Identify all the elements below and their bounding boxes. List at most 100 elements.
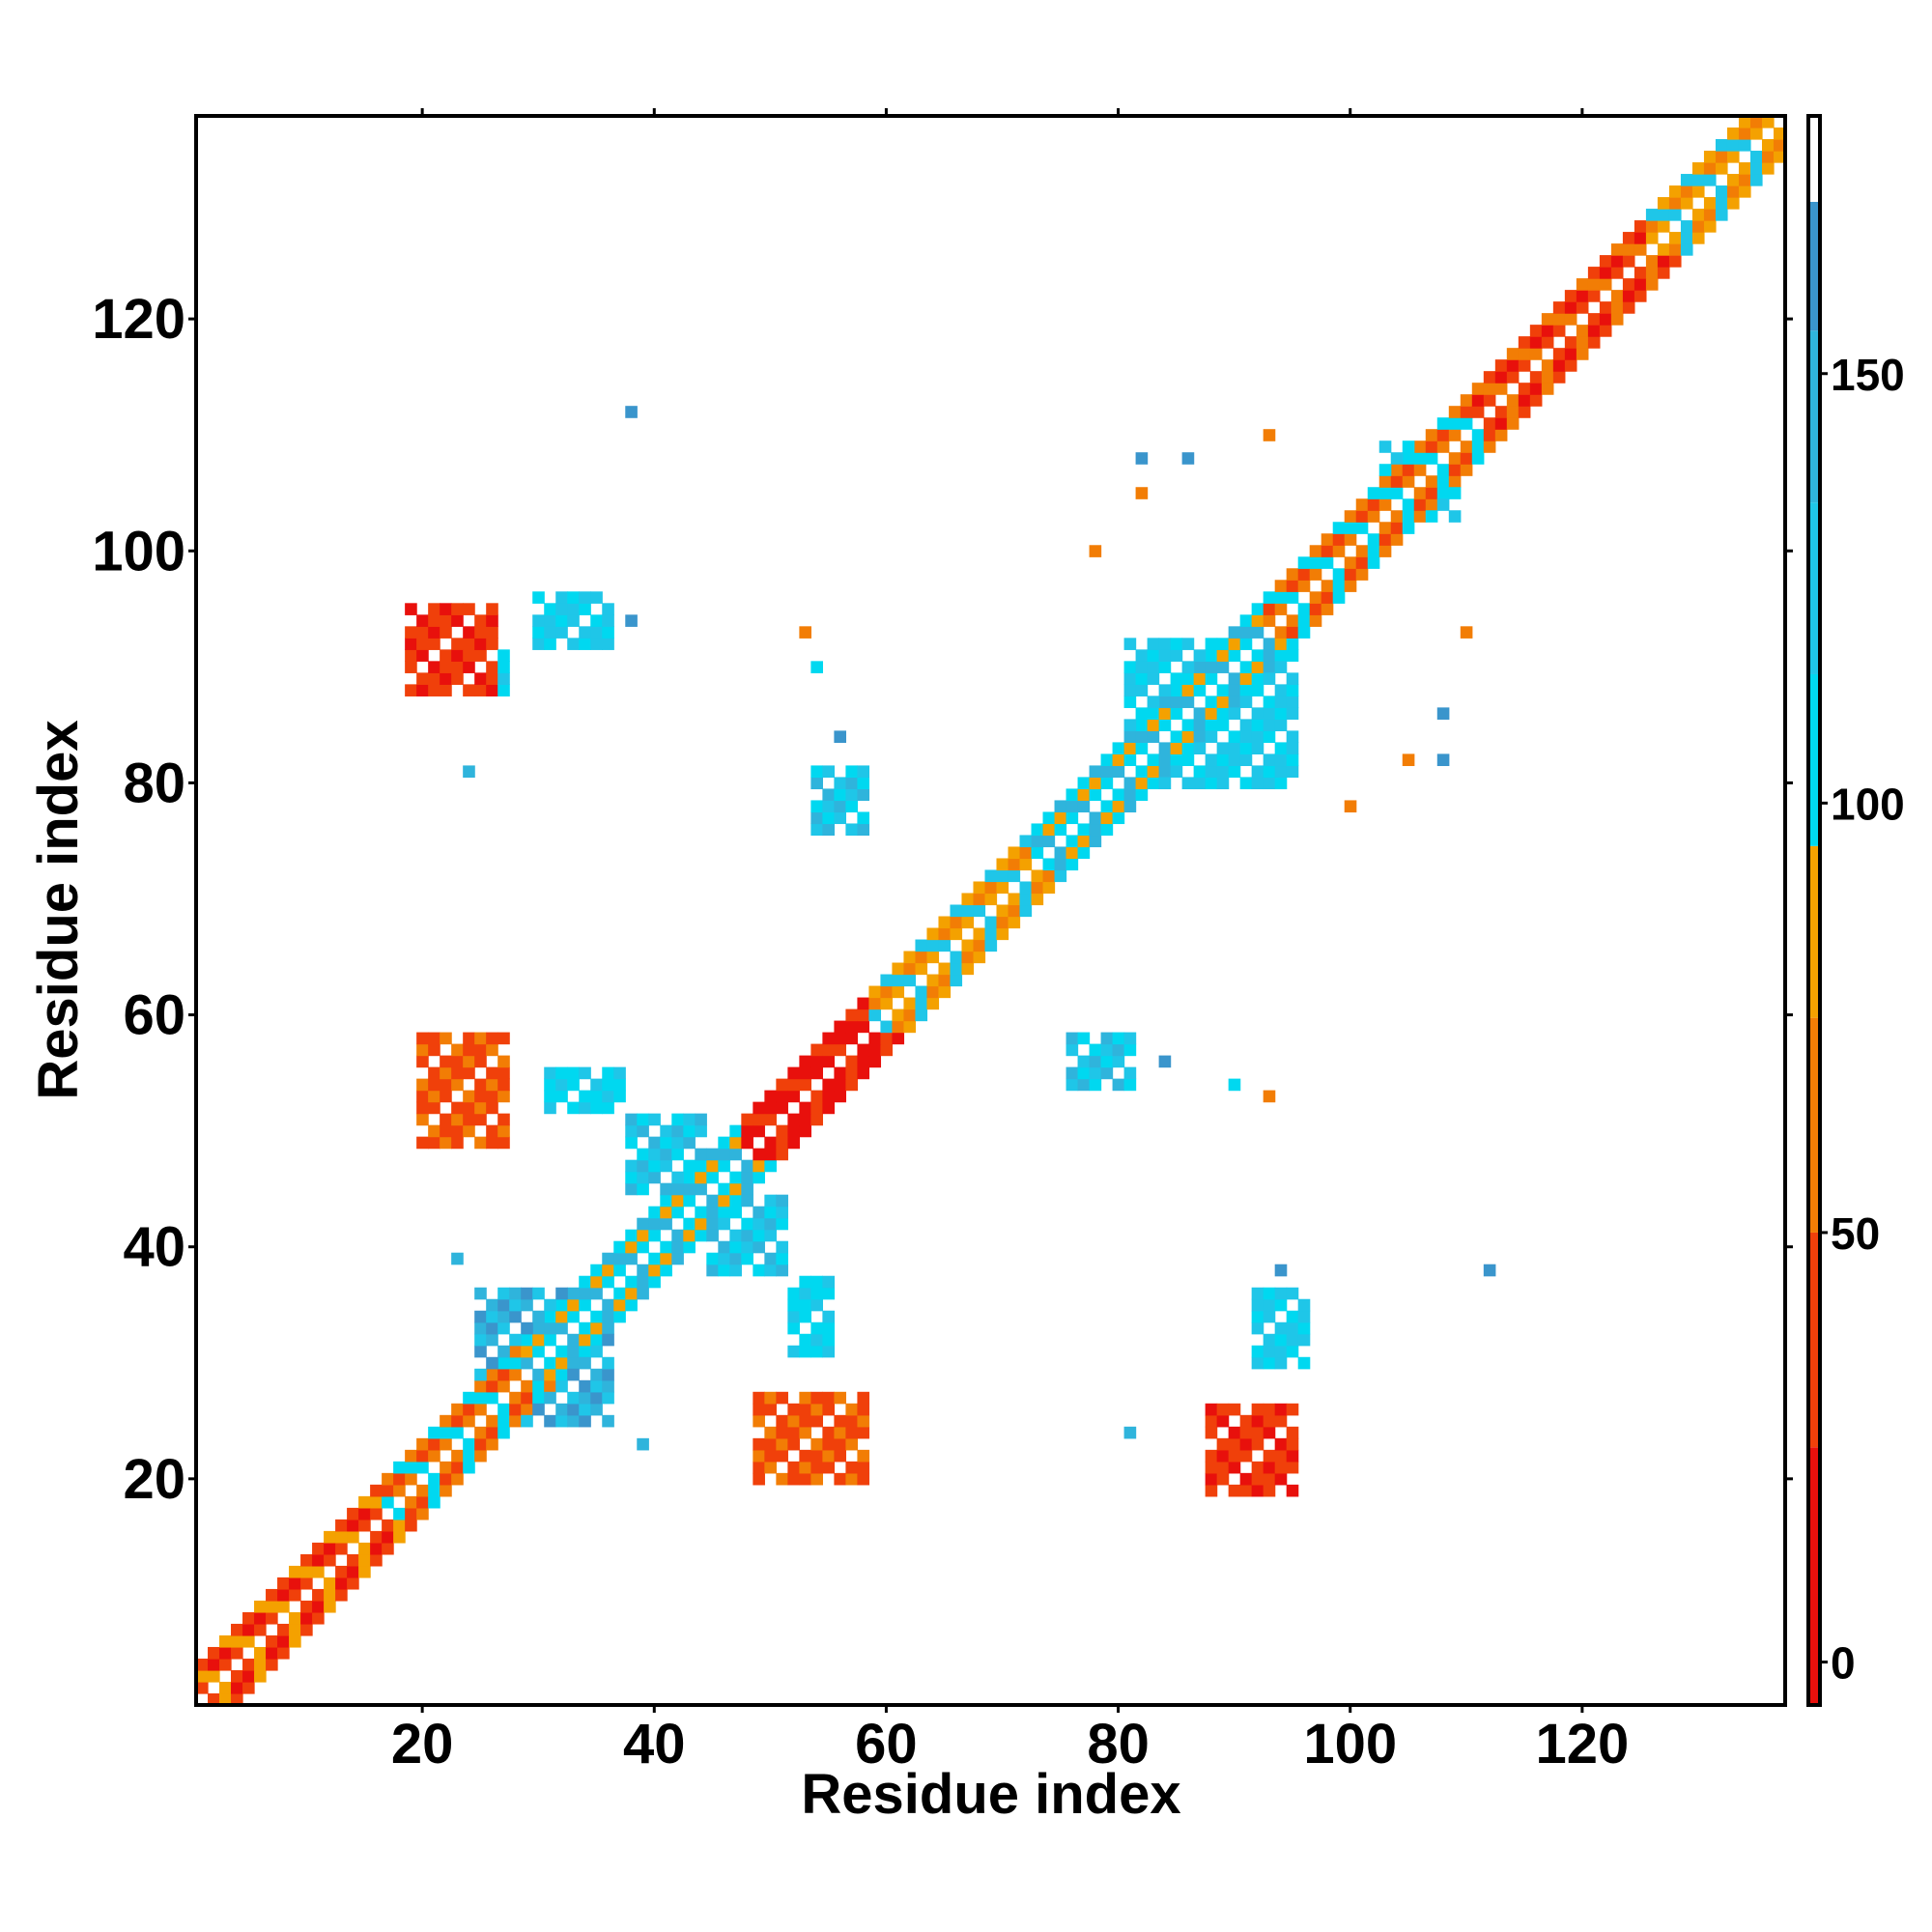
- heatmap-cell: [1147, 649, 1160, 662]
- heatmap-cell: [1332, 591, 1346, 604]
- heatmap-cell: [961, 939, 975, 952]
- heatmap-cell: [405, 603, 417, 615]
- heatmap-cell: [1216, 765, 1230, 779]
- heatmap-cell: [219, 1658, 232, 1671]
- heatmap-cell: [625, 1171, 638, 1184]
- heatmap-cell: [1506, 417, 1520, 430]
- heatmap-cell: [753, 1449, 765, 1463]
- heatmap-cell: [706, 1217, 719, 1231]
- heatmap-cell: [1089, 811, 1102, 825]
- heatmap-cell: [695, 1124, 707, 1138]
- heatmap-cell: [451, 1414, 464, 1428]
- heatmap-cell: [857, 997, 870, 1010]
- heatmap-cell: [486, 1101, 498, 1115]
- heatmap-cell: [497, 1368, 510, 1381]
- heatmap-cell: [1309, 591, 1322, 604]
- heatmap-cell: [555, 1310, 568, 1323]
- heatmap-cell: [810, 1066, 823, 1080]
- heatmap-cell: [579, 1379, 591, 1393]
- heatmap-cell: [799, 1414, 811, 1428]
- heatmap-cell: [579, 1403, 591, 1416]
- heatmap-cell: [822, 1275, 835, 1289]
- heatmap-cell: [613, 1078, 626, 1092]
- heatmap-cell: [1425, 440, 1438, 453]
- heatmap-cell: [787, 1437, 800, 1451]
- heatmap-cell: [590, 614, 603, 627]
- heatmap-cell: [1239, 1437, 1253, 1451]
- heatmap-cell: [405, 684, 417, 696]
- heatmap-cell: [474, 1345, 487, 1358]
- heatmap-cell: [845, 788, 859, 802]
- heatmap-cell: [451, 1426, 464, 1439]
- heatmap-cell: [1448, 406, 1462, 418]
- heatmap-cell: [1251, 1484, 1264, 1497]
- heatmap-cell: [857, 765, 870, 779]
- heatmap-cell: [729, 1171, 742, 1184]
- heatmap-cell: [474, 1368, 487, 1381]
- heatmap-cell: [1691, 185, 1705, 198]
- heatmap-cell: [393, 1484, 406, 1497]
- heatmap-cell: [741, 1182, 753, 1196]
- heatmap-cell: [938, 939, 952, 952]
- heatmap-cell: [1390, 510, 1404, 523]
- heatmap-cell: [486, 614, 498, 627]
- heatmap-cell: [1263, 1472, 1276, 1486]
- colorbar-segment: [1808, 1232, 1820, 1448]
- heatmap-cell: [1251, 719, 1264, 731]
- heatmap-cell: [451, 649, 464, 662]
- heatmap-cell: [1135, 661, 1149, 673]
- heatmap-cell: [474, 1391, 487, 1405]
- heatmap-cell: [509, 1333, 522, 1347]
- heatmap-cell: [799, 1333, 811, 1347]
- heatmap-cell: [1274, 696, 1288, 708]
- heatmap-cell: [474, 649, 487, 662]
- heatmap-cell: [555, 591, 568, 604]
- heatmap-cell: [1494, 359, 1508, 372]
- heatmap-cell: [776, 1437, 788, 1451]
- heatmap-cell: [1332, 533, 1346, 546]
- heatmap-cell: [1123, 1426, 1137, 1439]
- heatmap-cell: [764, 1391, 777, 1405]
- heatmap-cell: [961, 904, 975, 918]
- heatmap-cell: [1123, 788, 1137, 802]
- colorbar-segment: [1808, 673, 1820, 846]
- heatmap-cell: [393, 1519, 406, 1532]
- heatmap-cell: [486, 1379, 498, 1393]
- heatmap-cell: [1634, 290, 1647, 302]
- heatmap-cell: [1077, 835, 1091, 848]
- heatmap-cell: [984, 927, 998, 941]
- heatmap-cell: [764, 1194, 777, 1208]
- heatmap-cell: [1181, 742, 1195, 754]
- heatmap-cell: [277, 1600, 290, 1613]
- heatmap-cell: [208, 1669, 220, 1683]
- heatmap-cell: [764, 1229, 777, 1242]
- heatmap-cell: [822, 1437, 835, 1451]
- heatmap-cell: [544, 1078, 556, 1092]
- heatmap-cell: [648, 1171, 661, 1184]
- heatmap-cell: [474, 1333, 487, 1347]
- heatmap-cell: [1286, 765, 1299, 779]
- x-tick-label: 120: [1535, 1713, 1629, 1776]
- heatmap-cell: [834, 800, 847, 813]
- heatmap-cell: [810, 1449, 823, 1463]
- heatmap-cell: [799, 626, 811, 639]
- heatmap-cell: [1610, 243, 1624, 256]
- heatmap-cell: [544, 638, 556, 650]
- heatmap-cell: [915, 939, 928, 952]
- heatmap-cell: [579, 638, 591, 650]
- heatmap-cell: [1205, 777, 1218, 790]
- heatmap-cell: [834, 1391, 847, 1405]
- heatmap-cell: [1680, 220, 1693, 233]
- heatmap-cell: [1506, 394, 1520, 407]
- heatmap-cell: [1274, 580, 1288, 592]
- heatmap-cell: [776, 1090, 788, 1103]
- heatmap-cell: [544, 1333, 556, 1347]
- heatmap-cell: [1471, 406, 1485, 418]
- heatmap-cell: [497, 1298, 510, 1312]
- heatmap-cell: [1205, 719, 1218, 731]
- heatmap-cell: [822, 1032, 835, 1045]
- heatmap-cell: [1286, 591, 1299, 604]
- heatmap-cell: [231, 1623, 243, 1636]
- heatmap-cell: [1355, 556, 1369, 569]
- heatmap-cell: [567, 1356, 580, 1370]
